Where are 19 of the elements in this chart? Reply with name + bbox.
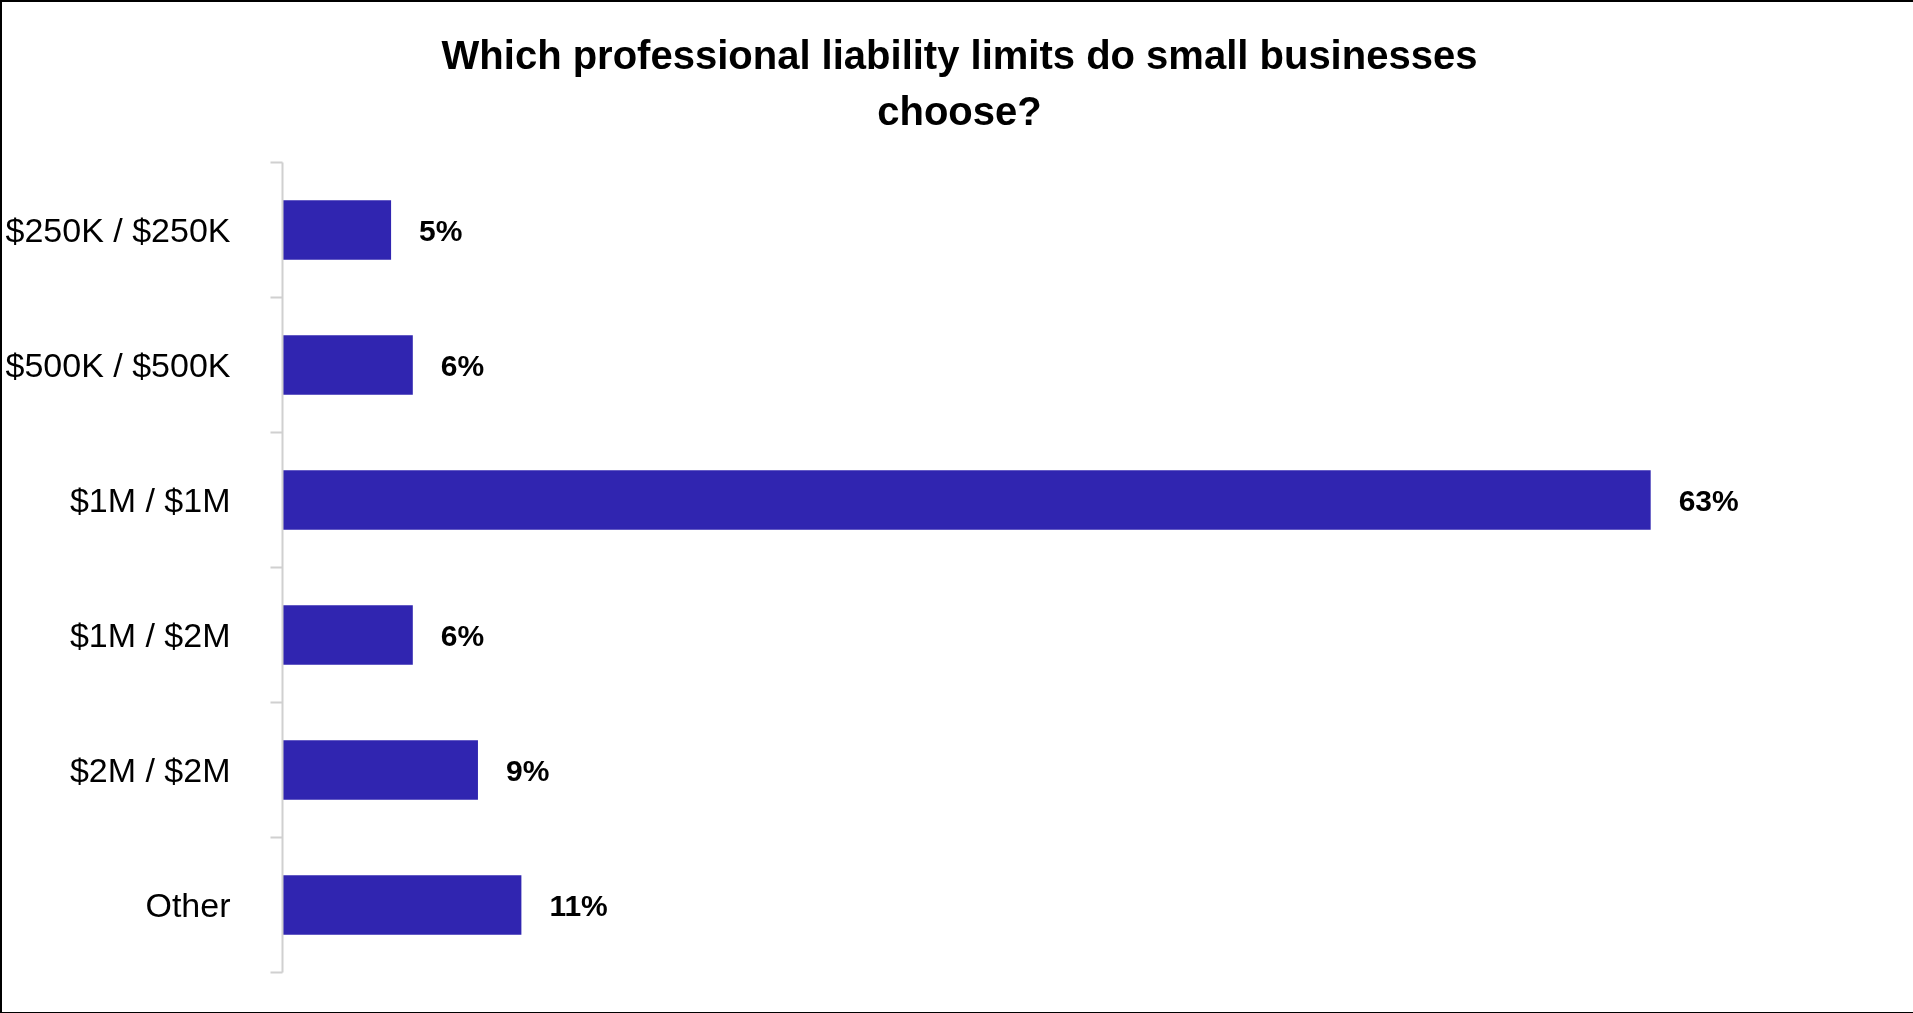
- data-label: 6%: [440, 618, 485, 652]
- y-tick-label: $500K / $500K: [5, 346, 231, 384]
- data-label: 9%: [505, 753, 550, 787]
- bar: [282, 335, 413, 395]
- chart-title: Which professional liability limits do small businesses choose?: [441, 32, 1478, 135]
- y-tick-label: Other: [145, 886, 231, 924]
- y-tick-label: $2M / $2M: [69, 751, 231, 789]
- y-tick-label: $1M / $2M: [69, 616, 231, 654]
- bar: [282, 740, 478, 800]
- data-label: 63%: [1678, 483, 1739, 517]
- data-label: 6%: [440, 348, 485, 382]
- data-label: 5%: [419, 213, 463, 247]
- bar: [282, 605, 413, 665]
- y-tick-label: $250K / $250K: [5, 211, 231, 249]
- bar: [282, 875, 522, 935]
- bar: [282, 470, 1651, 530]
- bar: [282, 200, 392, 260]
- y-tick-label: $1M / $1M: [69, 481, 231, 519]
- data-label: 11%: [549, 888, 608, 922]
